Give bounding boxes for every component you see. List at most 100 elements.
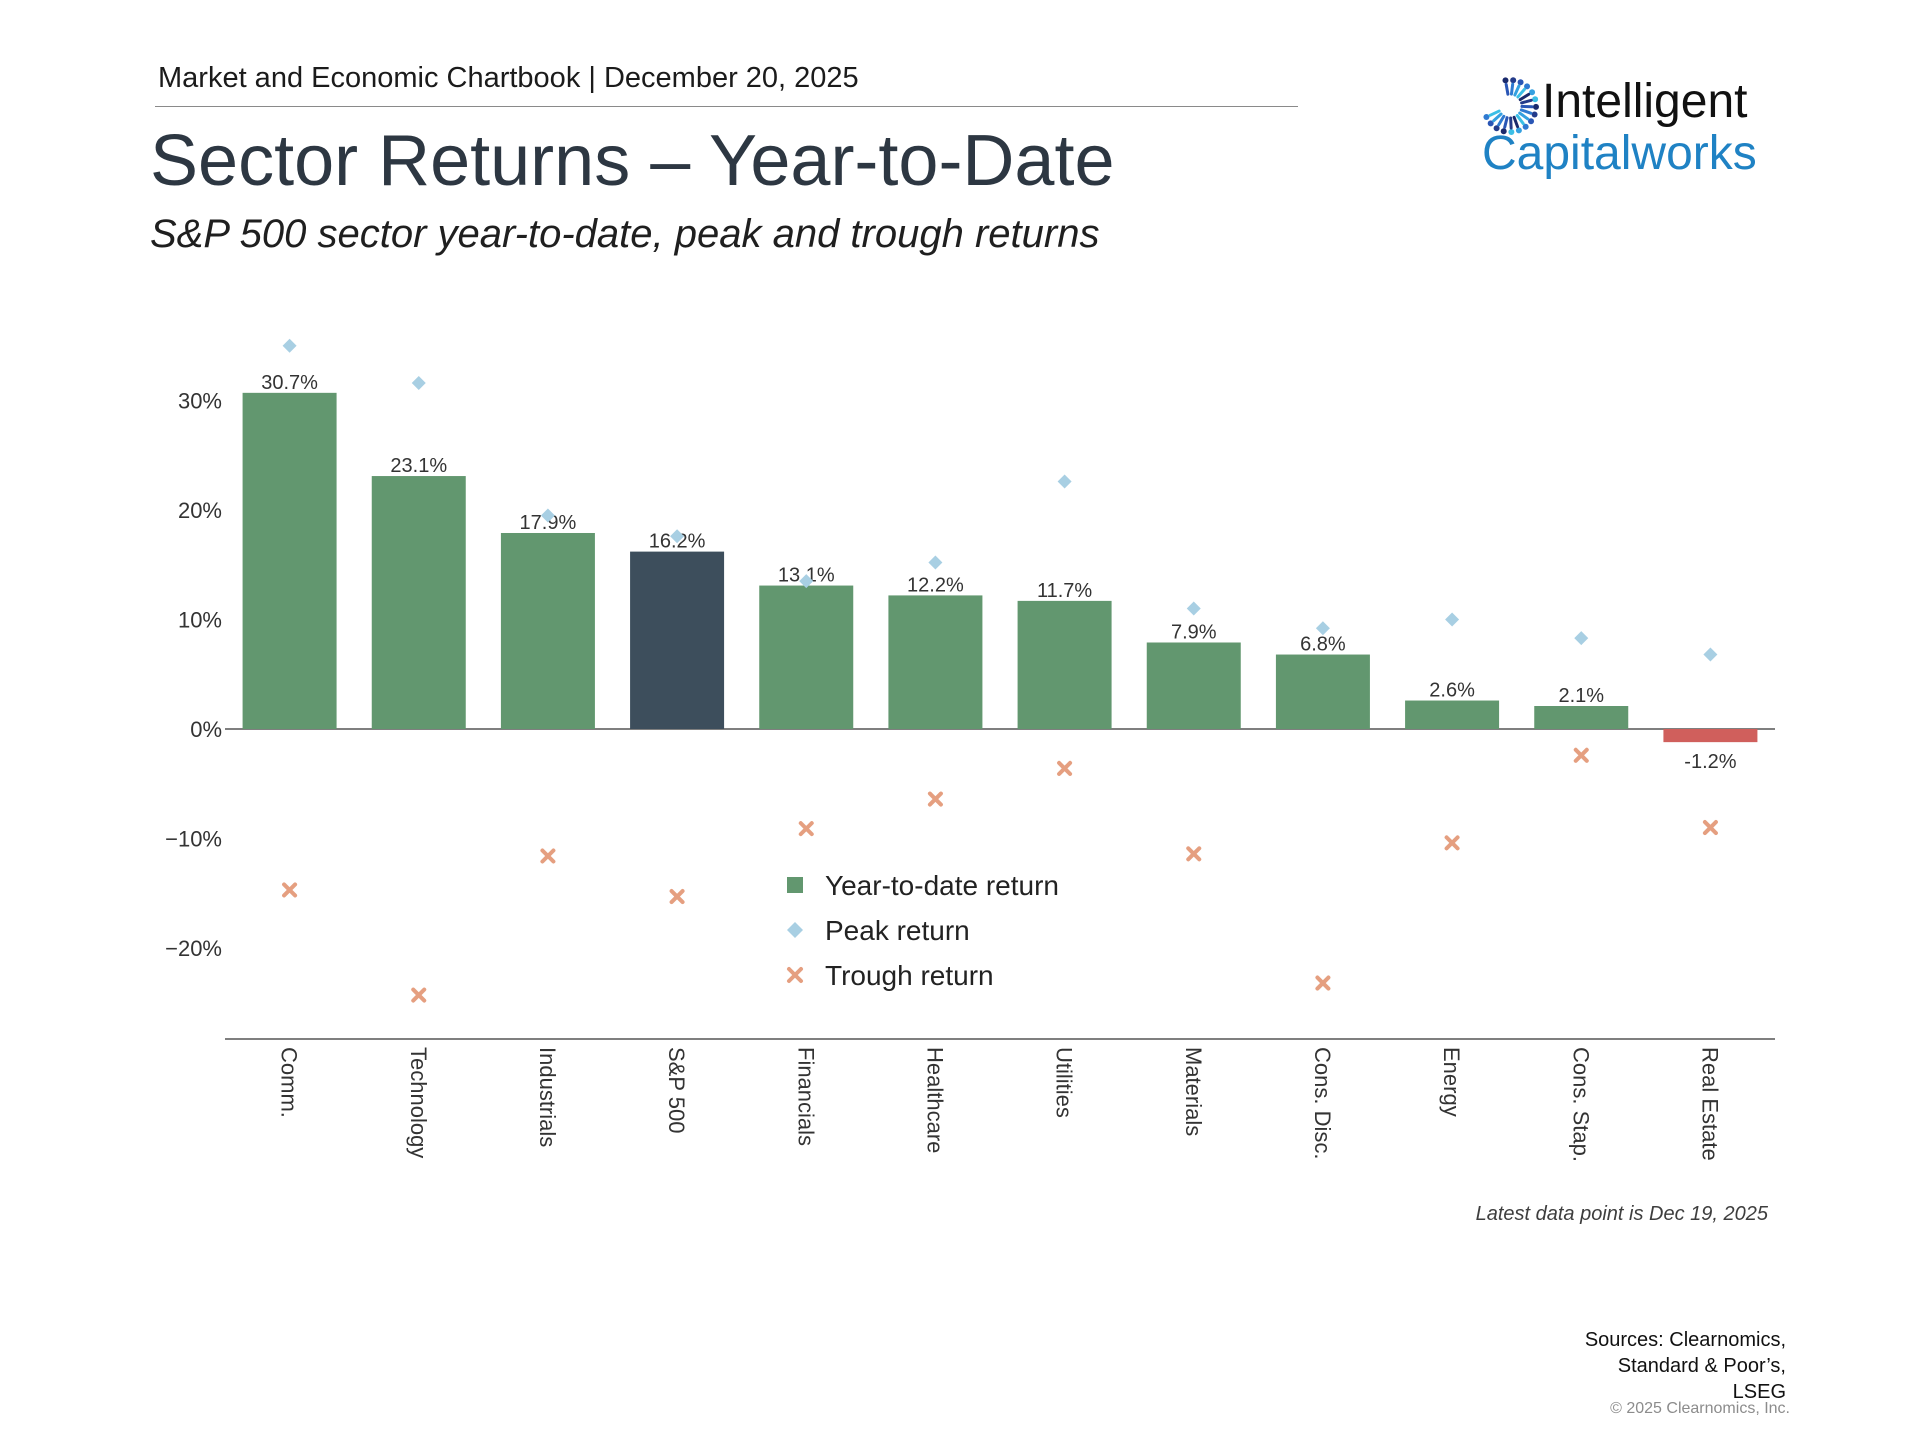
legend-swatch-bar — [787, 877, 803, 893]
trough-marker — [1057, 760, 1073, 776]
ytd-bar — [1663, 729, 1758, 743]
logo-ray — [1503, 116, 1509, 129]
logo-ray-dot — [1528, 118, 1535, 125]
legend-item: Peak return — [787, 915, 970, 946]
y-tick-label: 20% — [178, 498, 222, 523]
trough-marker — [1444, 835, 1460, 851]
logo-ray-dot — [1522, 123, 1529, 130]
trough-marker — [411, 987, 427, 1003]
page-subtitle: S&P 500 sector year-to-date, peak and tr… — [150, 212, 1100, 256]
ytd-bar — [888, 595, 983, 729]
ytd-bar — [242, 392, 337, 729]
bar-value-label: 12.2% — [907, 574, 964, 596]
bar-value-label: 30.7% — [261, 372, 318, 394]
y-tick-label: −10% — [165, 827, 222, 852]
trough-marker-stroke — [411, 987, 427, 1003]
logo-ray — [1513, 84, 1521, 97]
trough-marker — [1186, 846, 1202, 862]
trough-marker — [1315, 975, 1331, 991]
category-label: Energy — [1439, 1047, 1464, 1117]
trough-marker — [1573, 747, 1589, 763]
peak-marker — [928, 555, 943, 570]
logo-ray-dot — [1524, 83, 1531, 90]
logo-ray — [1516, 87, 1526, 99]
trough-marker-stroke — [1315, 975, 1331, 991]
ytd-bar — [1017, 600, 1112, 729]
peak-marker — [799, 574, 814, 589]
ytd-bar — [371, 476, 466, 729]
ytd-bar — [759, 585, 854, 729]
y-tick-label: −20% — [165, 936, 222, 961]
logo-ray-dot — [1493, 125, 1500, 132]
logo-ray-dot — [1532, 103, 1539, 110]
category-label: Healthcare — [922, 1047, 947, 1153]
legend-item: Trough return — [787, 960, 994, 991]
logo-ray-dot — [1517, 79, 1524, 86]
trough-marker-stroke — [927, 791, 943, 807]
sunburst-logo-icon — [1483, 77, 1539, 135]
logo-ray — [1518, 111, 1530, 121]
bar-value-label: 2.6% — [1429, 680, 1475, 702]
logo-ray-dot — [1508, 128, 1515, 135]
logo-ray-dot — [1483, 113, 1490, 120]
legend-swatch-diamond — [787, 922, 803, 938]
legend-label: Trough return — [825, 960, 994, 991]
trough-marker-stroke — [1573, 747, 1589, 763]
logo-ray — [1488, 109, 1501, 117]
ytd-bar — [630, 551, 725, 729]
trough-marker — [1702, 820, 1718, 836]
category-label: Industrials — [535, 1047, 560, 1147]
legend-label: Peak return — [825, 915, 970, 946]
chartbook-header: Market and Economic Chartbook | December… — [158, 62, 859, 94]
trough-marker — [927, 791, 943, 807]
logo-ray — [1504, 82, 1510, 96]
peak-marker — [1703, 647, 1718, 662]
logo-ray — [1492, 112, 1503, 123]
y-tick-label: 0% — [190, 717, 222, 742]
bar-value-label: 6.8% — [1300, 634, 1346, 656]
trough-marker-stroke — [540, 848, 556, 864]
logo-word-intelligent: Intelligent — [1542, 75, 1748, 128]
peak-marker — [1315, 621, 1330, 636]
peak-marker — [540, 508, 555, 523]
bar-value-label: 7.9% — [1171, 621, 1217, 643]
peak-marker — [1574, 631, 1589, 646]
trough-marker — [540, 848, 556, 864]
logo-ray-dot — [1510, 77, 1517, 84]
logo-ray — [1520, 98, 1533, 105]
ytd-bar — [1534, 706, 1629, 729]
trough-marker-stroke — [669, 889, 685, 905]
source-line: Standard & Poor’s, — [1617, 1355, 1786, 1377]
trough-marker-stroke — [1186, 846, 1202, 862]
peak-marker — [670, 529, 685, 544]
bar-value-label: -1.2% — [1684, 751, 1736, 773]
trough-marker — [282, 882, 298, 898]
trough-marker — [798, 821, 814, 837]
ytd-bar — [1405, 700, 1500, 729]
y-tick-label: 10% — [178, 608, 222, 633]
trough-marker-stroke — [798, 821, 814, 837]
peak-marker — [411, 375, 426, 390]
trough-marker-stroke — [1057, 760, 1073, 776]
copyright-text: © 2025 Clearnomics, Inc. — [1610, 1400, 1790, 1417]
category-label: Cons. Stap. — [1568, 1047, 1593, 1162]
bar-value-label: 2.1% — [1558, 685, 1604, 707]
category-label: Technology — [406, 1047, 431, 1158]
peak-marker — [1445, 612, 1460, 627]
ytd-bar — [1275, 654, 1370, 729]
category-label: Cons. Disc. — [1310, 1047, 1335, 1159]
category-label: Real Estate — [1697, 1047, 1722, 1161]
category-label: Utilities — [1052, 1047, 1077, 1118]
logo-ray-dot — [1529, 89, 1536, 96]
trough-marker-stroke — [1444, 835, 1460, 851]
category-label: Materials — [1181, 1047, 1206, 1136]
bar-value-label: 11.7% — [1037, 580, 1092, 602]
logo-ray — [1509, 116, 1513, 130]
latest-data-note: Latest data point is Dec 19, 2025 — [1475, 1203, 1768, 1225]
logo-ray — [1515, 114, 1525, 126]
peak-marker — [1057, 474, 1072, 489]
y-tick-label: 30% — [178, 389, 222, 414]
bar-value-label: 23.1% — [390, 455, 447, 477]
